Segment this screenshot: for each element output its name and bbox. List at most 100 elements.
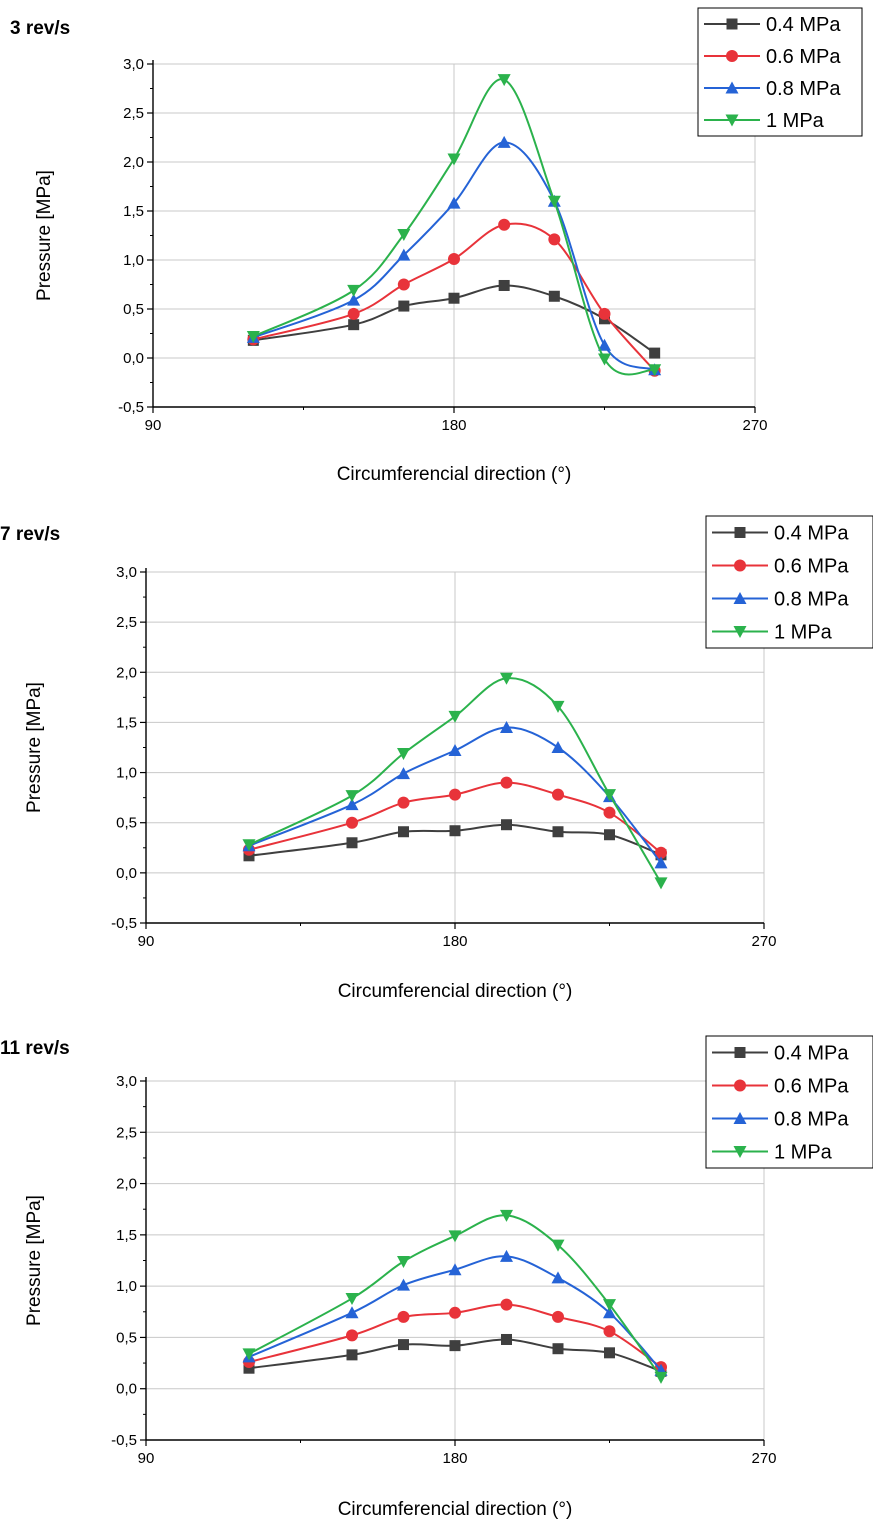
- y-tick-label: -0,5: [111, 915, 137, 932]
- legend-marker: [725, 81, 739, 94]
- y-tick-label: 2,0: [123, 154, 144, 171]
- data-point: [552, 826, 564, 838]
- y-tick-label: 3,0: [116, 1073, 137, 1090]
- chart-panel-2: -0,5 0,0 0,5 1,0 1,5 2,0 2,5 3,0 90 180 270 Circumf…: [0, 515, 873, 1002]
- x-axis-label: Circumferencial direction (°): [338, 981, 573, 1002]
- data-point: [500, 776, 513, 789]
- x-axis-label: Circumferencial direction (°): [337, 464, 572, 485]
- data-point: [447, 153, 461, 166]
- data-point: [397, 1310, 410, 1323]
- data-point: [548, 233, 561, 246]
- legend-box: [697, 7, 863, 137]
- legend-label: 1 MPa: [774, 622, 833, 644]
- y-axis-label: Pressure [MPa]: [34, 170, 55, 301]
- legend-marker: [733, 1112, 747, 1124]
- data-point: [397, 796, 410, 809]
- data-point: [243, 850, 255, 862]
- data-point: [448, 253, 460, 266]
- y-tick-label: 1,0: [123, 252, 144, 269]
- data-point: [603, 1306, 616, 1319]
- data-point: [346, 1329, 358, 1342]
- data-point: [398, 826, 409, 838]
- legend-label: 0.6 MPa: [766, 46, 841, 68]
- data-point: [655, 846, 667, 859]
- data-point: [397, 1278, 410, 1291]
- series-4: [242, 1209, 668, 1384]
- data-point: [604, 829, 615, 841]
- legend: 0.4 MPa 0.6 MPa 0.8 MPa 1 MPa: [705, 1035, 873, 1169]
- data-point: [397, 278, 410, 291]
- data-point: [500, 1298, 513, 1311]
- x-tick-label: 270: [742, 417, 767, 434]
- x-tick-label: 270: [751, 933, 776, 950]
- data-point: [397, 748, 410, 761]
- data-point: [346, 816, 358, 829]
- legend-label: 0.6 MPa: [774, 556, 849, 578]
- series-4: [246, 74, 662, 377]
- data-point: [448, 710, 462, 723]
- data-point: [347, 284, 361, 297]
- data-point: [345, 1292, 359, 1305]
- legend-label: 1 MPa: [774, 1142, 833, 1164]
- legend-label: 0.6 MPa: [774, 1076, 849, 1098]
- legend-label: 0.4 MPa: [774, 1043, 849, 1065]
- data-point: [551, 700, 565, 713]
- y-tick-label: 3,0: [116, 564, 137, 581]
- legend: 0.4 MPa 0.6 MPa 0.8 MPa 1 MPa: [697, 7, 863, 137]
- y-tick-label: 0,5: [123, 301, 144, 318]
- x-tick-label: 180: [442, 1450, 467, 1467]
- legend-label: 0.8 MPa: [774, 589, 849, 611]
- data-point: [449, 825, 461, 837]
- data-point: [648, 364, 662, 377]
- legend-label: 0.4 MPa: [774, 523, 849, 545]
- series-1: [243, 1333, 667, 1377]
- data-point: [447, 196, 461, 209]
- data-point: [654, 1371, 668, 1384]
- y-tick-label: 1,0: [116, 765, 137, 782]
- data-point: [348, 319, 360, 331]
- data-point: [500, 672, 513, 685]
- data-point: [500, 720, 513, 733]
- series-2: [243, 776, 667, 859]
- y-tick-label: 2,5: [123, 105, 144, 122]
- data-point: [397, 1256, 410, 1269]
- y-axis-label: Pressure [MPa]: [24, 682, 45, 813]
- data-point: [551, 1271, 565, 1284]
- y-tick-label: 3,0: [123, 56, 144, 73]
- x-tick-label: 90: [145, 417, 162, 434]
- data-point: [242, 839, 256, 852]
- legend-label: 1 MPa: [766, 110, 825, 132]
- data-point: [552, 788, 564, 801]
- legend-marker: [734, 1047, 746, 1058]
- data-point: [398, 300, 410, 312]
- data-point: [346, 1349, 358, 1361]
- y-tick-label: 2,0: [116, 664, 137, 681]
- data-point: [347, 293, 361, 306]
- data-point: [603, 1325, 616, 1338]
- chart-title: 3 rev/s: [10, 18, 70, 39]
- legend-marker: [734, 559, 746, 572]
- chart-panel-3: -0,5 0,0 0,5 1,0 1,5 2,0 2,5 3,0 90 180 270 Circumf…: [0, 1035, 873, 1520]
- data-point: [397, 248, 411, 261]
- legend-marker: [734, 1079, 746, 1092]
- data-point: [347, 307, 360, 320]
- data-point: [397, 229, 411, 242]
- data-point: [448, 1230, 462, 1243]
- data-point: [346, 837, 358, 849]
- y-axis-label: Pressure [MPa]: [24, 1195, 45, 1326]
- series-4: [242, 672, 668, 890]
- grid: [146, 1080, 765, 1440]
- y-tick-label: -0,5: [111, 1432, 137, 1449]
- series-3: [246, 135, 662, 376]
- legend-label: 0.8 MPa: [766, 78, 841, 100]
- x-tick-label: 90: [138, 933, 155, 950]
- data-point: [603, 806, 616, 819]
- data-point: [449, 788, 461, 801]
- chart-title: 7 rev/s: [0, 524, 60, 545]
- data-point: [598, 338, 611, 351]
- legend-label: 0.4 MPa: [766, 14, 841, 36]
- legend-label: 0.8 MPa: [774, 1109, 849, 1131]
- data-point: [448, 292, 460, 304]
- data-point: [345, 790, 359, 803]
- x-tick-label: 270: [751, 1450, 776, 1467]
